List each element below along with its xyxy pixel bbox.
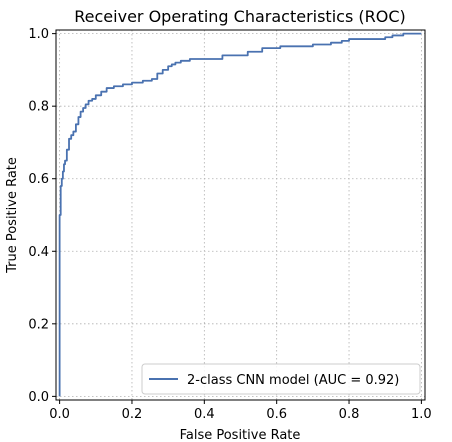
roc-curve-line — [58, 32, 422, 397]
x-axis-label: False Positive Rate — [180, 428, 301, 442]
legend: 2-class CNN model (AUC = 0.92) — [141, 363, 421, 395]
y-tick-label: 0.6 — [28, 172, 49, 187]
y-tick-label: 1.0 — [28, 27, 49, 42]
x-tick-label: 1.0 — [411, 407, 432, 422]
plot-frame — [55, 29, 426, 401]
y-tick-label: 0.0 — [28, 390, 49, 405]
grid-lines — [56, 30, 425, 400]
x-axis-ticks: 0.0 0.2 0.4 0.6 0.8 1.0 — [49, 400, 432, 422]
y-tick-label: 0.8 — [28, 100, 49, 115]
x-tick-label: 0.4 — [194, 407, 215, 422]
chart-title: Receiver Operating Characteristics (ROC) — [74, 7, 405, 26]
x-tick-label: 0.2 — [122, 407, 143, 422]
x-tick-label: 0.0 — [49, 407, 70, 422]
x-tick-label: 0.6 — [266, 407, 287, 422]
y-tick-label: 0.4 — [28, 245, 49, 260]
x-tick-label: 0.8 — [339, 407, 360, 422]
series-layer — [58, 32, 422, 397]
y-tick-label: 0.2 — [28, 317, 49, 332]
y-axis-ticks: 0.0 0.2 0.4 0.6 0.8 1.0 — [28, 27, 56, 405]
legend-box — [141, 363, 421, 395]
y-axis-label: True Positive Rate — [5, 157, 20, 274]
legend-label: 2-class CNN model (AUC = 0.92) — [187, 373, 399, 388]
